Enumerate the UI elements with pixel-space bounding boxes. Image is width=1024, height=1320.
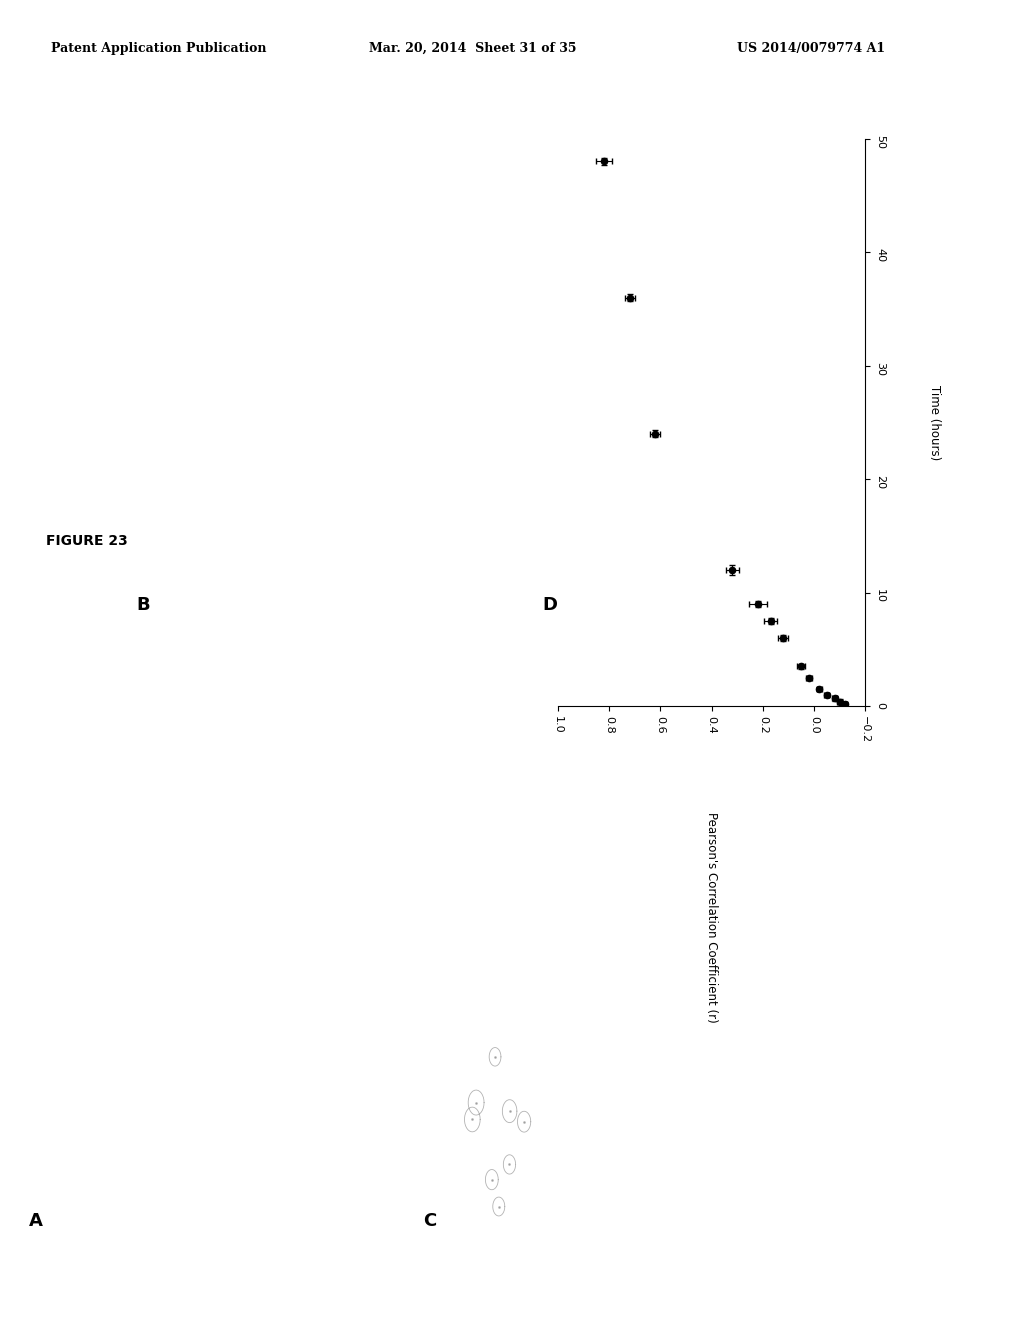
Text: A: A — [29, 1212, 43, 1230]
Polygon shape — [357, 244, 362, 253]
Polygon shape — [228, 861, 239, 876]
Polygon shape — [253, 902, 262, 915]
Polygon shape — [353, 261, 361, 275]
Polygon shape — [371, 248, 379, 260]
Text: Silica: Silica — [55, 895, 65, 923]
Polygon shape — [370, 223, 383, 243]
Polygon shape — [249, 928, 255, 939]
Polygon shape — [228, 921, 242, 942]
Polygon shape — [226, 908, 237, 924]
Text: Mar. 20, 2014  Sheet 31 of 35: Mar. 20, 2014 Sheet 31 of 35 — [369, 42, 577, 55]
Polygon shape — [361, 264, 375, 285]
Polygon shape — [233, 913, 242, 927]
Polygon shape — [236, 899, 245, 913]
Polygon shape — [377, 264, 385, 277]
Text: ZsGreen: ZsGreen — [55, 1110, 65, 1154]
Text: Silica: Silica — [168, 268, 177, 296]
Text: pCB1: pCB1 — [592, 1118, 601, 1146]
Text: pCB1: pCB1 — [310, 491, 319, 519]
Polygon shape — [344, 294, 355, 312]
Polygon shape — [368, 243, 374, 253]
Polygon shape — [253, 882, 265, 902]
Text: US 2014/0079774 A1: US 2014/0079774 A1 — [737, 42, 886, 55]
Polygon shape — [244, 899, 254, 913]
Polygon shape — [357, 199, 371, 219]
Polygon shape — [246, 850, 255, 865]
Polygon shape — [252, 895, 263, 913]
Polygon shape — [237, 907, 246, 921]
X-axis label: Pearson's Correlation Coefficient (r): Pearson's Correlation Coefficient (r) — [706, 813, 718, 1023]
Polygon shape — [251, 880, 260, 895]
Polygon shape — [351, 253, 365, 275]
Polygon shape — [244, 853, 250, 862]
Text: Merge: Merge — [198, 892, 207, 925]
Polygon shape — [244, 890, 251, 900]
Polygon shape — [348, 275, 355, 285]
Polygon shape — [347, 230, 360, 251]
Polygon shape — [351, 231, 357, 240]
Text: ZsGreen: ZsGreen — [450, 1110, 459, 1154]
Polygon shape — [368, 244, 380, 263]
Polygon shape — [364, 280, 370, 289]
Polygon shape — [337, 298, 349, 317]
Text: pCB1: pCB1 — [198, 1118, 207, 1146]
Polygon shape — [369, 231, 375, 240]
Polygon shape — [255, 940, 265, 956]
Polygon shape — [358, 261, 368, 275]
Polygon shape — [360, 289, 367, 300]
Polygon shape — [262, 882, 271, 896]
Polygon shape — [347, 253, 352, 264]
Text: Patent Application Publication: Patent Application Publication — [51, 42, 266, 55]
Polygon shape — [365, 280, 377, 300]
Polygon shape — [360, 247, 370, 260]
Polygon shape — [385, 236, 394, 251]
Polygon shape — [354, 234, 367, 251]
Polygon shape — [219, 871, 230, 888]
Polygon shape — [267, 891, 274, 903]
Text: C: C — [423, 1212, 436, 1230]
Y-axis label: Time (hours): Time (hours) — [928, 384, 941, 461]
Polygon shape — [350, 207, 359, 223]
Polygon shape — [240, 899, 249, 913]
Polygon shape — [243, 908, 256, 929]
Polygon shape — [355, 261, 366, 277]
Polygon shape — [248, 888, 259, 906]
Text: D: D — [543, 595, 558, 614]
Polygon shape — [230, 861, 239, 873]
Polygon shape — [242, 866, 249, 878]
Polygon shape — [237, 904, 247, 919]
Polygon shape — [229, 880, 241, 898]
Text: Merge: Merge — [592, 892, 601, 925]
Polygon shape — [328, 215, 341, 235]
Polygon shape — [257, 886, 264, 898]
Text: ZsGreen: ZsGreen — [168, 483, 177, 527]
Polygon shape — [269, 887, 280, 904]
Polygon shape — [253, 920, 263, 935]
Polygon shape — [252, 862, 265, 883]
Text: FIGURE 23: FIGURE 23 — [46, 533, 128, 548]
Text: B: B — [136, 595, 150, 614]
Polygon shape — [352, 259, 360, 272]
Polygon shape — [352, 244, 358, 253]
Text: Merge: Merge — [310, 265, 319, 298]
Text: Silica: Silica — [450, 895, 459, 923]
Polygon shape — [354, 246, 368, 267]
